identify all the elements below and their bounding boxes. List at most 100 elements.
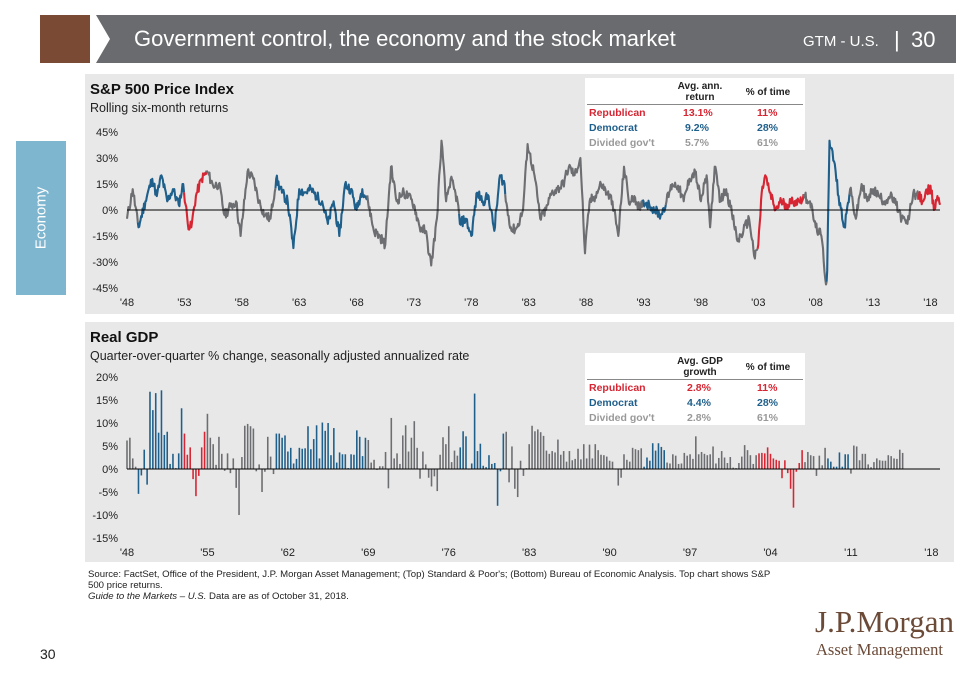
gdp-row-democrat-pct: 28% xyxy=(757,397,779,409)
gdp-bar xyxy=(126,440,128,469)
gdp-x-tick-label: '55 xyxy=(200,547,214,559)
header-bar xyxy=(96,15,956,63)
gdp-bar xyxy=(876,458,878,469)
gdp-bar xyxy=(450,462,453,469)
gdp-bar xyxy=(476,451,479,469)
gdp-bar xyxy=(462,431,464,469)
gdp-bar xyxy=(301,448,304,469)
gdp-bar xyxy=(238,469,240,515)
gdp-bar xyxy=(416,447,418,469)
gdp-bar xyxy=(809,455,812,469)
gdp-y-tick-label: -10% xyxy=(92,510,118,522)
gdp-bar xyxy=(597,450,599,469)
sp500-x-tick-label: '98 xyxy=(694,297,708,309)
gdp-table-rule xyxy=(587,379,803,380)
gdp-bar xyxy=(333,428,335,469)
gdp-bar xyxy=(715,463,717,469)
sp500-x-tick-label: '68 xyxy=(349,297,363,309)
gdp-x-tick-label: '83 xyxy=(522,547,536,559)
gdp-bar xyxy=(821,465,824,469)
gdp-bar xyxy=(192,469,194,480)
gdp-bar xyxy=(508,469,510,483)
gdp-bar xyxy=(436,469,439,492)
gdp-y-tick-label: -15% xyxy=(92,533,118,545)
sp500-series-segment xyxy=(136,174,186,229)
gdp-bar xyxy=(646,457,648,469)
gdp-bar xyxy=(183,433,186,469)
gdp-bar xyxy=(258,464,260,469)
gdp-bar xyxy=(841,466,844,469)
sp500-y-tick-label: -45% xyxy=(92,283,118,295)
gdp-bar xyxy=(470,463,473,469)
gdp-col2-header: % of time xyxy=(745,362,791,373)
gdp-bar xyxy=(784,460,786,469)
gdp-bar xyxy=(884,460,887,469)
gdp-bar xyxy=(445,444,447,469)
gdp-bar xyxy=(218,436,220,469)
gdp-bar xyxy=(542,435,545,469)
gdp-bar xyxy=(887,455,890,469)
gdp-bar xyxy=(603,455,605,469)
gdp-bar xyxy=(514,469,516,489)
gdp-bar xyxy=(393,458,395,469)
gdp-bar xyxy=(620,469,622,478)
source-note: Source: FactSet, Office of the President… xyxy=(88,569,788,602)
gdp-bar xyxy=(180,408,183,469)
gdp-bar xyxy=(189,447,191,469)
gdp-x-tick-label: '97 xyxy=(683,547,697,559)
gdp-panel: 20% 15% 10% 5% 0% -5% -10% -15% '48 '55 '62 '69 '76 '… xyxy=(85,322,954,562)
gdp-bar xyxy=(255,469,258,472)
gdp-bar xyxy=(663,450,665,469)
gdp-bar xyxy=(241,457,243,469)
header-page-number: 30 xyxy=(911,27,936,52)
gdp-bar xyxy=(442,437,444,469)
sp500-x-tick-label: '03 xyxy=(751,297,765,309)
gdp-bar xyxy=(654,450,657,469)
gdp-bar xyxy=(766,447,769,469)
sp500-y-tick-label: 0% xyxy=(102,205,118,217)
gdp-bar xyxy=(528,444,530,469)
gdp-bar xyxy=(818,455,821,469)
gdp-bar xyxy=(433,469,436,477)
gdp-bar xyxy=(404,425,407,469)
gdp-bar xyxy=(545,450,548,469)
sp500-row-republican-label: Republican xyxy=(589,107,646,119)
gdp-bar xyxy=(689,454,691,469)
gdp-x-tick-label: '76 xyxy=(442,547,456,559)
gdp-bar xyxy=(758,453,760,469)
gdp-bar xyxy=(792,469,795,508)
gdp-bar xyxy=(215,464,217,469)
sp500-series-segment xyxy=(182,170,208,231)
gdp-row-divided-pct: 61% xyxy=(757,412,779,424)
sp500-y-tick-label: 15% xyxy=(96,179,118,191)
gdp-bar xyxy=(152,410,154,469)
gdp-bar xyxy=(275,433,278,469)
sp500-series-segment xyxy=(458,174,507,238)
sp500-chart: 45% 30% 15% 0% -15% -30% -45%'48 '53 '58 '63 '68 '7… xyxy=(92,127,942,309)
gdp-bar xyxy=(379,466,381,469)
gdp-bar xyxy=(358,436,361,469)
gdp-bar xyxy=(594,444,597,469)
gdp-bar xyxy=(134,466,137,469)
gdp-bar xyxy=(651,443,654,469)
gdp-bar xyxy=(505,431,507,469)
gdp-bar xyxy=(212,444,214,469)
gdp-y-tick-label: 0% xyxy=(102,464,118,476)
gdp-bar xyxy=(264,469,266,472)
gdp-bar xyxy=(640,448,643,469)
gdp-row-republican-value: 2.8% xyxy=(687,382,711,394)
sp500-series-segment xyxy=(366,139,461,267)
gdp-bar xyxy=(898,449,901,469)
gdp-bar xyxy=(585,458,588,469)
gdp-bar xyxy=(672,454,674,469)
source-text: Source: FactSet, Office of the President… xyxy=(88,569,771,591)
gdp-bar xyxy=(634,449,637,469)
gdp-bar xyxy=(166,431,169,469)
gdp-bar xyxy=(769,453,772,469)
gdp-bar xyxy=(338,452,341,469)
sp500-series-segment xyxy=(917,184,942,212)
gdp-bar xyxy=(177,453,180,469)
gdp-bar xyxy=(195,469,197,497)
gdp-bar xyxy=(186,454,189,469)
gdp-bar xyxy=(473,393,476,469)
